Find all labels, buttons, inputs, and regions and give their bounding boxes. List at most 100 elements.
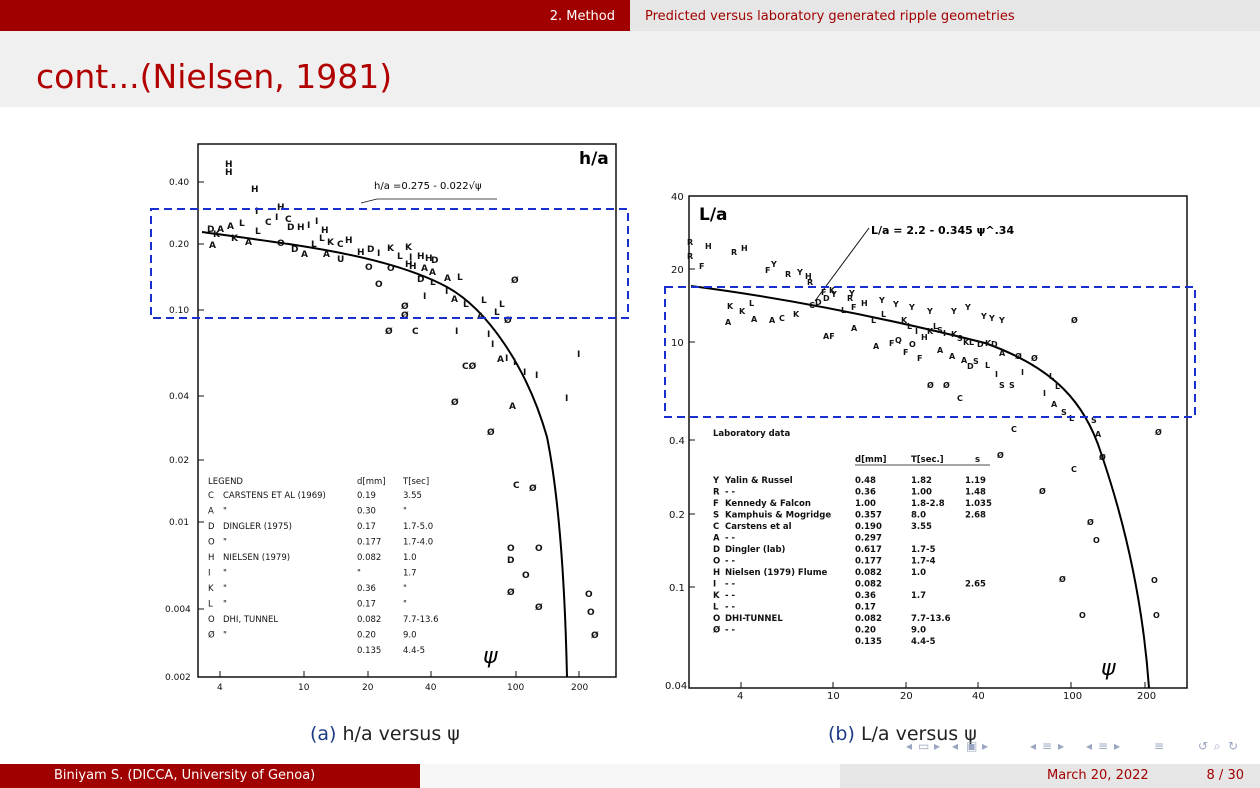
legend-a-rows: C CARSTENS ET AL (1969) 0.19 3.55 A " 0.30 " D DI… bbox=[208, 491, 439, 656]
y-axis-label-b: L/a bbox=[699, 205, 728, 225]
svg-text:Ø: Ø bbox=[535, 602, 543, 613]
svg-text:H: H bbox=[861, 299, 868, 308]
svg-text:H: H bbox=[417, 252, 425, 262]
footer-author: Biniyam S. (DICCA, University of Genoa) bbox=[0, 764, 420, 788]
svg-text:O: O bbox=[277, 239, 285, 249]
nav-subsection-icon[interactable]: ≡ bbox=[1042, 739, 1053, 753]
svg-text:Ø: Ø bbox=[1059, 574, 1066, 584]
caption-b-text: L/a versus ψ bbox=[860, 723, 977, 745]
legend-b-cell: 1.00 bbox=[855, 499, 876, 509]
svg-text:20: 20 bbox=[900, 691, 913, 702]
legend-a-cell: 0.177 bbox=[357, 538, 381, 548]
nav-back-icon[interactable]: ↺ bbox=[1198, 739, 1209, 753]
svg-text:L: L bbox=[985, 361, 990, 370]
svg-text:T[sec.]: T[sec.] bbox=[911, 455, 944, 465]
svg-text:H: H bbox=[225, 160, 233, 170]
nav-forward-icon[interactable]: ↻ bbox=[1228, 739, 1239, 753]
header-subsection[interactable]: Predicted versus laboratory generated ri… bbox=[630, 0, 1260, 31]
svg-text:L: L bbox=[397, 252, 403, 262]
legend-b-cell: - - bbox=[725, 580, 735, 590]
svg-text:AF: AF bbox=[823, 332, 835, 341]
svg-text:A: A bbox=[1095, 430, 1102, 439]
legend-b-cell: - - bbox=[725, 591, 735, 601]
svg-text:A: A bbox=[509, 402, 516, 412]
legend-b-cell: 1.7-5 bbox=[911, 545, 936, 555]
nav-search-icon[interactable]: ⌕ bbox=[1214, 739, 1221, 753]
svg-text:L: L bbox=[871, 316, 876, 325]
legend-b-cell: 8.0 bbox=[911, 511, 926, 521]
svg-text:Y: Y bbox=[830, 290, 837, 299]
y-tick-5: 0.01 bbox=[169, 518, 189, 528]
svg-text:F: F bbox=[765, 266, 770, 275]
svg-text:Ø: Ø bbox=[1031, 353, 1038, 363]
svg-text:Ø: Ø bbox=[487, 427, 495, 438]
nav-doc-icon[interactable]: ≡ bbox=[1154, 739, 1165, 753]
header-section[interactable]: 2. Method bbox=[0, 0, 630, 31]
nav-prev-slide-icon[interactable]: ◂ bbox=[906, 739, 913, 753]
legend-a-cell: A bbox=[208, 507, 214, 517]
svg-text:H: H bbox=[405, 260, 413, 270]
svg-text:Ø: Ø bbox=[511, 275, 519, 286]
legend-b-cell: 1.19 bbox=[965, 476, 986, 486]
svg-text:A: A bbox=[999, 349, 1006, 358]
legend-a-cell: 1.0 bbox=[403, 553, 417, 563]
svg-text:H: H bbox=[921, 333, 928, 342]
svg-text:Y: Y bbox=[950, 307, 957, 316]
svg-text:O: O bbox=[1153, 611, 1160, 620]
svg-text:I: I bbox=[487, 330, 490, 340]
equation: h/a =0.275 - 0.022√ψ bbox=[374, 181, 482, 192]
nav-next-subsection-icon[interactable]: ▸ bbox=[1058, 739, 1065, 753]
svg-text:I: I bbox=[377, 249, 380, 259]
legend-b-cell: 9.0 bbox=[911, 626, 926, 636]
svg-text:Ø: Ø bbox=[504, 315, 512, 326]
svg-text:A: A bbox=[725, 318, 732, 327]
svg-text:H: H bbox=[357, 248, 365, 258]
svg-text:Y: Y bbox=[988, 314, 995, 323]
svg-text:A: A bbox=[209, 241, 216, 251]
figure-a-plot: 0.40 0.20 0.10 0.04 0.02 0.01 0.004 0.00… bbox=[165, 143, 617, 693]
svg-text:Y: Y bbox=[998, 316, 1005, 325]
nav-slide-icon[interactable]: ▭ bbox=[918, 739, 930, 753]
legend-b-cell: 0.082 bbox=[855, 580, 882, 590]
svg-text:Ø: Ø bbox=[1087, 517, 1094, 527]
svg-text:I: I bbox=[409, 253, 412, 263]
data-points: HHH DKA A L AK ALI C I CH D H I IH OD ALL K C HA UH… bbox=[207, 160, 599, 641]
nav-prev-frame-icon[interactable]: ◂ bbox=[952, 739, 959, 753]
svg-text:K: K bbox=[739, 307, 746, 316]
svg-text:C: C bbox=[1071, 465, 1077, 474]
svg-text:F: F bbox=[699, 262, 704, 271]
nav-frame-icon[interactable]: ▣ bbox=[966, 739, 978, 753]
y-ticks: 0.40 0.20 0.10 0.04 0.02 0.01 0.004 0.00… bbox=[165, 178, 204, 683]
svg-text:10: 10 bbox=[827, 691, 840, 702]
legend-a-cell: " bbox=[403, 600, 407, 610]
legend-b-cell: F bbox=[713, 499, 719, 509]
nav-next-section-icon[interactable]: ▸ bbox=[1114, 739, 1121, 753]
legend-b-cell: R bbox=[713, 488, 720, 498]
nav-next-slide-icon[interactable]: ▸ bbox=[934, 739, 941, 753]
svg-text:A: A bbox=[451, 295, 458, 305]
x-ticks: 4 10 20 40 100 200 bbox=[217, 671, 588, 693]
nav-section-icon[interactable]: ≡ bbox=[1098, 739, 1109, 753]
svg-text:K: K bbox=[829, 286, 836, 295]
svg-text:S: S bbox=[1009, 381, 1015, 390]
svg-text:A: A bbox=[751, 315, 758, 324]
svg-text:A: A bbox=[227, 222, 234, 232]
legend-a-cell: CARSTENS ET AL (1969) bbox=[223, 491, 326, 501]
svg-text:T[sec]: T[sec] bbox=[402, 477, 429, 487]
svg-text:D: D bbox=[207, 225, 214, 235]
legend-a-cell: O bbox=[208, 615, 215, 625]
nav-prev-subsection-icon[interactable]: ◂ bbox=[1030, 739, 1037, 753]
svg-text:Y: Y bbox=[908, 303, 915, 312]
svg-text:Ø: Ø bbox=[507, 587, 515, 598]
legend-b-cell: 1.035 bbox=[965, 499, 992, 509]
figure-b-plot: 40 20 10 0.4 0.2 0.1 0.04 4 10 20 40 100… bbox=[665, 192, 1188, 702]
legend-a-cell: 0.17 bbox=[357, 522, 376, 532]
y-tick-7: 0.002 bbox=[165, 673, 191, 683]
fit-curve bbox=[201, 231, 568, 678]
legend-a-cell: NIELSEN (1979) bbox=[223, 553, 290, 563]
nav-prev-section-icon[interactable]: ◂ bbox=[1086, 739, 1093, 753]
svg-text:L: L bbox=[319, 234, 325, 244]
legend-a-cell: D bbox=[208, 522, 215, 532]
nav-next-frame-icon[interactable]: ▸ bbox=[982, 739, 989, 753]
svg-text:C: C bbox=[285, 215, 292, 225]
